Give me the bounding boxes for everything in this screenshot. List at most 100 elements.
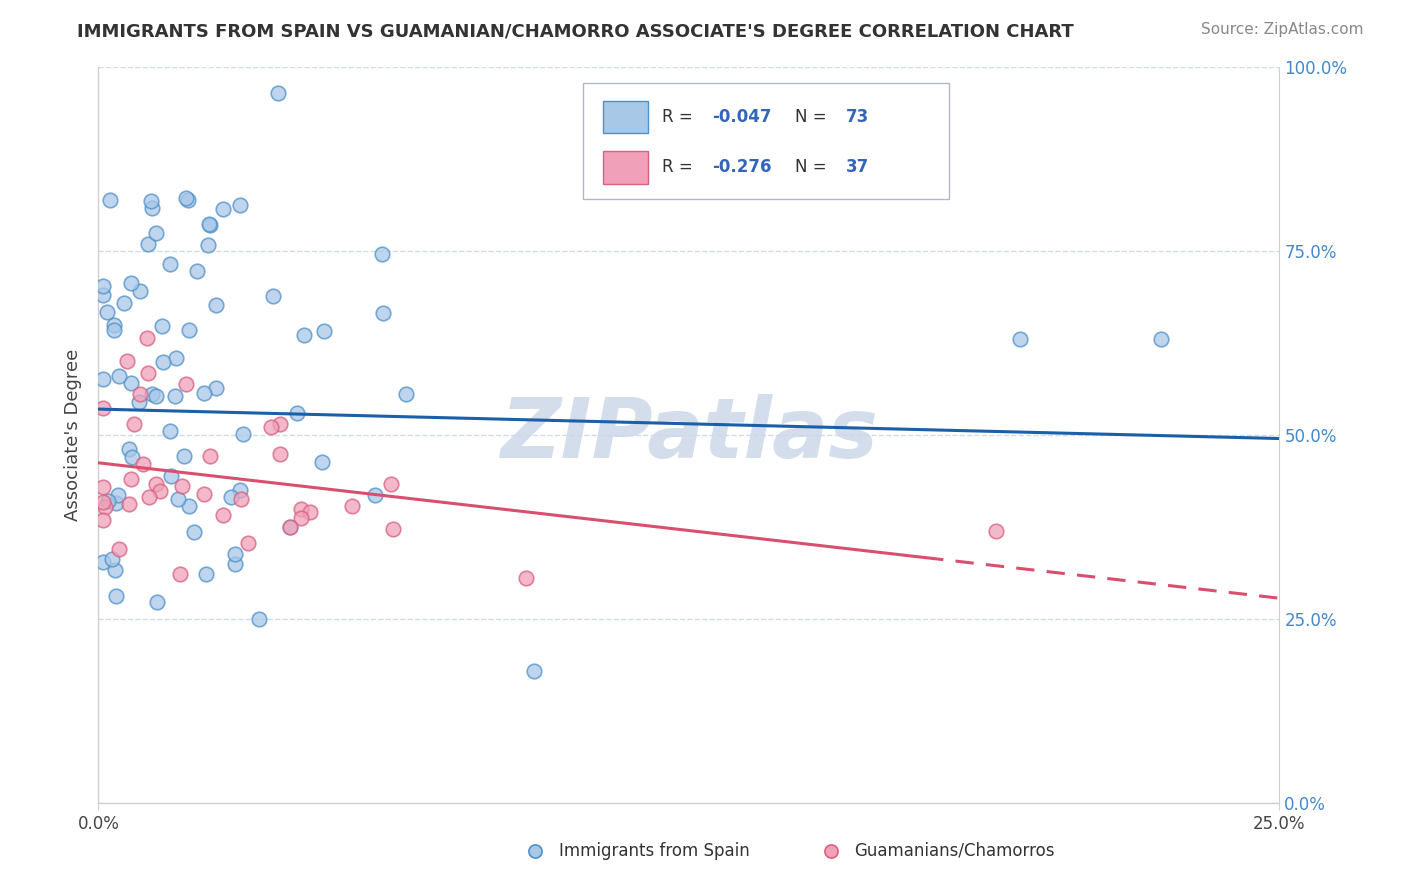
Point xyxy=(194,566,217,581)
Point xyxy=(91,480,114,494)
Text: -0.047: -0.047 xyxy=(713,108,772,127)
Point xyxy=(91,495,114,509)
Text: Guamanians/Chamorros: Guamanians/Chamorros xyxy=(855,842,1054,860)
Point xyxy=(165,351,187,365)
Point xyxy=(228,483,250,497)
Point xyxy=(141,386,163,401)
Point xyxy=(141,201,163,215)
Point xyxy=(150,319,173,334)
Point xyxy=(91,372,114,386)
Point xyxy=(247,612,270,626)
Point xyxy=(101,551,124,566)
Point xyxy=(120,472,142,486)
Point xyxy=(211,508,233,522)
Point xyxy=(174,377,197,392)
Point xyxy=(170,479,193,493)
Point xyxy=(229,197,252,211)
Text: Source: ZipAtlas.com: Source: ZipAtlas.com xyxy=(1201,22,1364,37)
Text: 37: 37 xyxy=(846,159,869,177)
Point xyxy=(117,442,139,456)
Text: IMMIGRANTS FROM SPAIN VS GUAMANIAN/CHAMORRO ASSOCIATE'S DEGREE CORRELATION CHART: IMMIGRANTS FROM SPAIN VS GUAMANIAN/CHAMO… xyxy=(77,22,1074,40)
Point xyxy=(269,417,291,431)
Text: R =: R = xyxy=(662,159,697,177)
Point xyxy=(167,491,190,506)
Point xyxy=(139,194,162,208)
Point xyxy=(382,522,405,536)
Point xyxy=(262,289,284,303)
Point xyxy=(96,305,118,319)
Text: 73: 73 xyxy=(846,108,869,127)
Point xyxy=(108,369,131,384)
Point xyxy=(146,595,169,609)
Point xyxy=(193,386,215,401)
Point xyxy=(149,484,172,499)
Point xyxy=(183,525,205,540)
Point xyxy=(98,193,121,207)
Point xyxy=(340,499,363,513)
Point xyxy=(93,513,115,527)
Point xyxy=(128,395,150,409)
Point xyxy=(145,389,167,403)
Text: -0.276: -0.276 xyxy=(713,159,772,177)
Point xyxy=(138,366,160,380)
Point xyxy=(128,284,150,298)
Point xyxy=(91,401,114,415)
Point xyxy=(260,420,283,434)
Point xyxy=(212,202,235,216)
Point xyxy=(267,86,290,100)
Point xyxy=(198,449,221,463)
Point xyxy=(231,491,253,506)
Point xyxy=(135,331,157,345)
Point xyxy=(311,455,333,469)
Point xyxy=(129,386,152,401)
Point xyxy=(236,536,259,550)
Point xyxy=(314,324,336,338)
Point xyxy=(105,589,128,603)
Point xyxy=(179,323,201,337)
Text: N =: N = xyxy=(796,108,832,127)
Point xyxy=(1008,332,1031,346)
Point xyxy=(93,500,115,515)
Point xyxy=(232,426,254,441)
Point xyxy=(173,449,195,463)
Point xyxy=(364,487,387,501)
Text: ZIPatlas: ZIPatlas xyxy=(501,394,877,475)
Point xyxy=(118,497,141,511)
Point xyxy=(221,490,243,504)
Point xyxy=(112,295,135,310)
Point xyxy=(131,458,153,472)
Point xyxy=(197,238,219,252)
Bar xyxy=(603,101,648,134)
Point xyxy=(371,306,394,320)
Point xyxy=(177,193,200,207)
Point xyxy=(160,468,183,483)
Point xyxy=(120,276,142,290)
Point xyxy=(121,450,143,465)
Text: N =: N = xyxy=(796,159,832,177)
Point xyxy=(1150,332,1173,346)
Point xyxy=(290,511,312,525)
Point xyxy=(136,237,159,252)
Point xyxy=(91,288,114,302)
Bar xyxy=(603,151,648,184)
Point xyxy=(120,376,142,390)
Point xyxy=(91,555,114,569)
Point xyxy=(287,406,309,420)
Point xyxy=(103,318,125,333)
Point xyxy=(515,571,537,585)
Point xyxy=(193,487,215,501)
Point xyxy=(169,566,191,581)
Text: Immigrants from Spain: Immigrants from Spain xyxy=(560,842,749,860)
Point xyxy=(97,493,120,508)
Point xyxy=(186,264,208,278)
Point xyxy=(159,424,181,438)
Point xyxy=(278,520,301,534)
Point xyxy=(145,226,167,240)
FancyBboxPatch shape xyxy=(582,83,949,200)
Point xyxy=(145,476,167,491)
Point xyxy=(224,548,246,562)
Point xyxy=(198,218,221,232)
Point xyxy=(103,323,125,337)
Point xyxy=(165,389,187,403)
Point xyxy=(205,381,228,395)
